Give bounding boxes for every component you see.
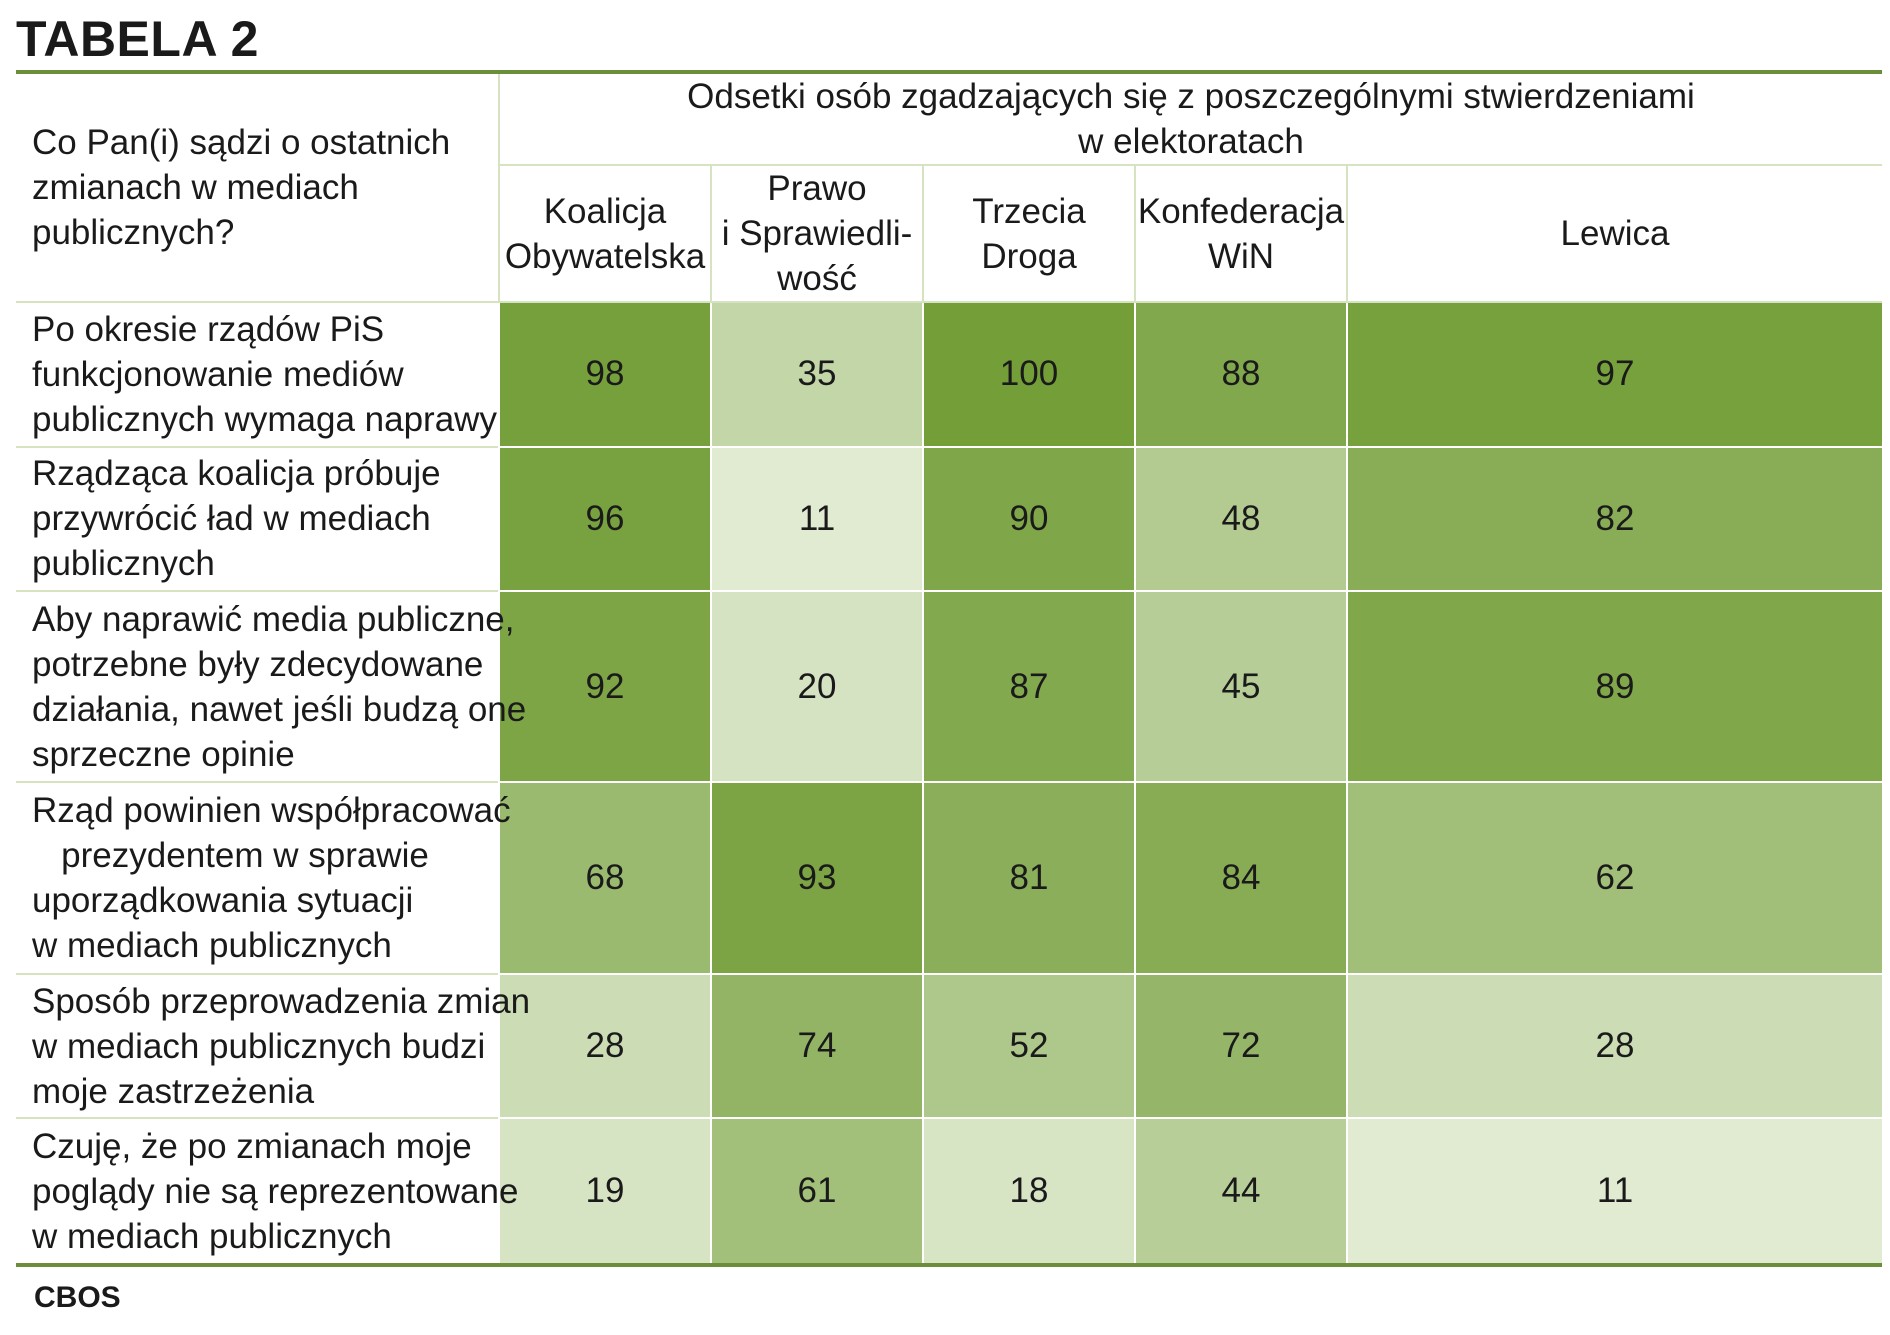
- heatmap-cell: 52: [922, 972, 1135, 1119]
- row-label-line: publicznych wymaga naprawy: [32, 399, 497, 439]
- column-header-line: Koalicja: [543, 191, 667, 231]
- row-label-line: uporządkowania sytuacji: [32, 881, 414, 921]
- table-row: Aby naprawić media publiczne, potrzebne b…: [16, 590, 1882, 783]
- column-header: Koalicja Obywatelska: [498, 165, 711, 303]
- heatmap-cell: 62: [1346, 781, 1882, 974]
- row-label-line: moje zastrzeżenia: [32, 1071, 315, 1111]
- row-header-line: Co Pan(i) sądzi o ostatnich: [32, 123, 451, 162]
- row-label: Rządząca koalicja próbuje przywrócić ład …: [16, 445, 499, 592]
- table-row: Rządząca koalicja próbuje przywrócić ład …: [16, 445, 1882, 592]
- heatmap-cell: 92: [498, 590, 711, 783]
- heatmap-cell: 45: [1134, 590, 1347, 783]
- row-label-line: działania, nawet jeśli budzą one: [32, 689, 527, 729]
- heatmap-cell: 28: [498, 972, 711, 1119]
- column-header-line: Lewica: [1560, 214, 1670, 253]
- column-header-line: Trzecia: [972, 191, 1086, 231]
- column-header: Lewica: [1346, 165, 1882, 303]
- row-header-line: zmianach w mediach: [32, 168, 359, 207]
- row-label-line: prezydentem w sprawie: [32, 836, 429, 876]
- row-label-line: sprzeczne opinie: [32, 734, 295, 774]
- heatmap-cell: 20: [710, 590, 923, 783]
- heatmap-cell: 89: [1346, 590, 1882, 783]
- heatmap-cell: 88: [1134, 301, 1347, 447]
- row-label-line: Rząd powinien współpracować: [32, 791, 511, 831]
- row-label-line: Czuję, że po zmianach moje: [32, 1126, 472, 1166]
- row-label-line: w mediach publicznych: [32, 1216, 392, 1256]
- row-header-line: publicznych?: [32, 213, 235, 252]
- heatmap-cell: 68: [498, 781, 711, 974]
- heatmap-cell: 81: [922, 781, 1135, 974]
- row-label-line: Aby naprawić media publiczne,: [32, 599, 515, 639]
- row-label-line: w mediach publicznych budzi: [32, 1026, 486, 1066]
- top-rule: [16, 70, 1882, 74]
- column-header: Prawo i Sprawiedli-wość: [710, 165, 923, 303]
- heatmap-cell: 98: [498, 301, 711, 447]
- row-header: Co Pan(i) sądzi o ostatnich zmianach w m…: [16, 74, 499, 302]
- heatmap-cell: 97: [1346, 301, 1882, 447]
- column-header-line: Obywatelska: [504, 236, 706, 276]
- heatmap-cell: 35: [710, 301, 923, 447]
- heatmap-cell: 11: [710, 445, 923, 592]
- row-label-line: przywrócić ład w mediach: [32, 499, 431, 539]
- row-label: Po okresie rządów PiS funkcjonowanie medi…: [16, 301, 499, 447]
- heatmap-cell: 18: [922, 1117, 1135, 1263]
- table-row: Czuję, że po zmianach moje poglądy nie są…: [16, 1117, 1882, 1263]
- row-label-line: potrzebne były zdecydowane: [32, 644, 484, 684]
- table-row: Rząd powinien współpracować prezydentem …: [16, 781, 1882, 974]
- row-label: Aby naprawić media publiczne, potrzebne b…: [16, 590, 527, 783]
- heatmap-cell: 28: [1346, 972, 1882, 1119]
- row-label-line: Sposób przeprowadzenia zmian: [32, 981, 531, 1021]
- row-label-line: Po okresie rządów PiS: [32, 309, 385, 349]
- row-label: Rząd powinien współpracować prezydentem …: [16, 781, 511, 974]
- row-label: Czuję, że po zmianach moje poglądy nie są…: [16, 1117, 519, 1263]
- heatmap-cell: 11: [1346, 1117, 1882, 1263]
- source-label: CBOS: [34, 1281, 121, 1314]
- column-header-line: Droga: [981, 236, 1077, 276]
- heatmap-cell: 93: [710, 781, 923, 974]
- heatmap-cell: 84: [1134, 781, 1347, 974]
- row-label-line: w mediach publicznych: [32, 926, 392, 966]
- heatmap-cell: 90: [922, 445, 1135, 592]
- column-header-line: WiN: [1207, 236, 1275, 276]
- heatmap-cell: 48: [1134, 445, 1347, 592]
- row-label: Sposób przeprowadzenia zmian w mediach pu…: [16, 972, 531, 1119]
- heatmap-cell: 19: [498, 1117, 711, 1263]
- heatmap-cell: 87: [922, 590, 1135, 783]
- row-label-line: Rządząca koalicja próbuje: [32, 454, 441, 494]
- heatmap-cell: 72: [1134, 972, 1347, 1119]
- data-table: Co Pan(i) sądzi o ostatnich zmianach w m…: [16, 74, 1882, 1263]
- column-header-line: i Sprawiedli-: [721, 214, 913, 253]
- column-header-line: Prawo: [767, 169, 867, 208]
- heatmap-cell: 96: [498, 445, 711, 592]
- column-header-line: Konfederacja: [1137, 191, 1345, 231]
- heatmap-cell: 44: [1134, 1117, 1347, 1263]
- row-label-line: publicznych: [32, 544, 215, 584]
- column-header-line: wość: [777, 259, 857, 298]
- heatmap-cell: 100: [922, 301, 1135, 447]
- row-label-line: funkcjonowanie mediów: [32, 354, 404, 394]
- heatmap-cell: 82: [1346, 445, 1882, 592]
- page-title: TABELA 2: [16, 11, 259, 67]
- heatmap-cell: 61: [710, 1117, 923, 1263]
- column-header: Trzecia Droga: [922, 165, 1135, 303]
- column-header: Konfederacja WiN: [1134, 165, 1347, 303]
- heatmap-cell: 74: [710, 972, 923, 1119]
- bottom-rule: [16, 1263, 1882, 1267]
- table-row: Po okresie rządów PiS funkcjonowanie medi…: [16, 301, 1882, 447]
- super-header-line: w elektoratach: [1078, 122, 1304, 161]
- super-header: Odsetki osób zgadzających się z poszczeg…: [498, 74, 1882, 166]
- table-row: Sposób przeprowadzenia zmian w mediach pu…: [16, 972, 1882, 1119]
- row-label-line: poglądy nie są reprezentowane: [32, 1171, 519, 1211]
- super-header-line: Odsetki osób zgadzających się z poszczeg…: [687, 77, 1695, 116]
